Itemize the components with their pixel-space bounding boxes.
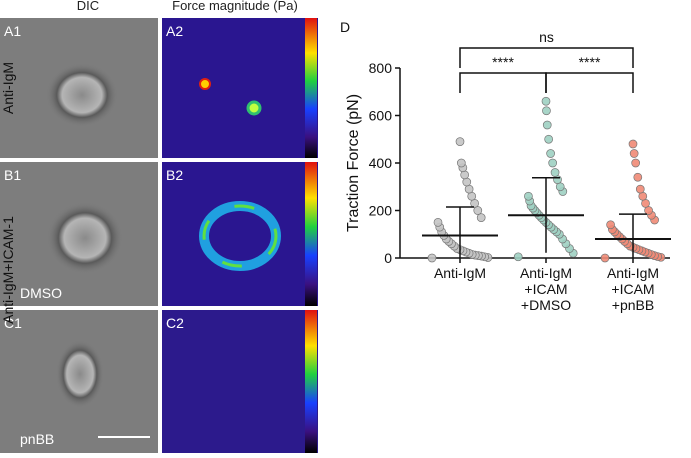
data-point — [606, 220, 615, 230]
dot-plot: 0 200 400 600 800 Traction Force (pN) Anti-IgM… — [345, 29, 671, 313]
data-point — [550, 168, 560, 177]
colorbar — [305, 162, 317, 306]
panel-label: A2 — [166, 23, 183, 39]
data-point — [631, 158, 641, 168]
force-ring — [202, 204, 278, 268]
data-point — [427, 253, 437, 263]
panel-label: C1 — [4, 315, 22, 331]
sig-bracket — [545, 72, 634, 93]
data-point — [600, 253, 610, 263]
x-tick-label: Anti-IgM — [607, 265, 659, 281]
sig-label: ns — [539, 29, 554, 45]
data-point — [628, 139, 638, 149]
y-tick-label: 600 — [369, 108, 393, 124]
data-point — [635, 184, 645, 194]
x-tick-label: +pnBB — [612, 297, 654, 313]
x-tick-label: +ICAM — [611, 281, 654, 297]
force-image — [162, 310, 318, 453]
data-point — [433, 218, 443, 227]
colorbar — [305, 310, 317, 453]
data-point — [455, 137, 465, 146]
cell — [46, 63, 118, 127]
column-header: DIC — [77, 0, 99, 13]
colorbar — [305, 18, 317, 158]
sig-label: **** — [492, 54, 514, 70]
sig-label: **** — [579, 54, 601, 70]
y-axis-label: Traction Force (pN) — [345, 94, 362, 232]
data-point — [456, 158, 466, 168]
x-tick-label: +ICAM — [524, 281, 567, 297]
data-point — [629, 149, 639, 158]
condition-label: DMSO — [20, 285, 62, 301]
panel-label: B2 — [166, 167, 183, 183]
panel-label: D — [340, 19, 350, 35]
column-header: Force magnitude (Pa) — [172, 0, 298, 13]
data-point — [476, 213, 486, 222]
data-point — [548, 158, 558, 168]
cell — [47, 202, 123, 274]
y-tick-label: 800 — [369, 60, 393, 76]
sig-bracket — [459, 47, 634, 68]
data-point — [541, 96, 551, 106]
x-tick-label: +DMSO — [521, 297, 571, 313]
cell — [56, 340, 104, 408]
data-point — [513, 252, 523, 262]
data-point — [633, 172, 643, 182]
data-point — [460, 170, 470, 180]
data-point — [542, 120, 552, 130]
hotspot — [199, 78, 211, 90]
row-label: Anti-IgM+ICAM-1 — [0, 216, 16, 324]
data-point — [544, 134, 554, 144]
image-grid — [0, 18, 318, 453]
x-tick-label: Anti-IgM — [434, 265, 486, 281]
y-tick-label: 400 — [369, 155, 393, 171]
condition-label: pnBB — [20, 431, 54, 447]
data-point — [542, 106, 551, 116]
force-image — [162, 18, 318, 158]
y-tick-label: 200 — [369, 203, 393, 219]
panel-label: A1 — [4, 23, 21, 39]
force-image — [162, 162, 318, 306]
panel-label: C2 — [166, 315, 184, 331]
data-point — [473, 206, 483, 215]
data-point — [546, 149, 555, 158]
row-label: Anti-IgM — [0, 62, 16, 114]
panel-label: B1 — [4, 167, 21, 183]
hotspot — [246, 100, 262, 116]
y-tick-label: 0 — [384, 250, 392, 266]
data-point — [524, 191, 533, 201]
x-tick-label: Anti-IgM — [520, 265, 572, 281]
sig-bracket — [459, 72, 547, 93]
data-point — [462, 177, 472, 187]
